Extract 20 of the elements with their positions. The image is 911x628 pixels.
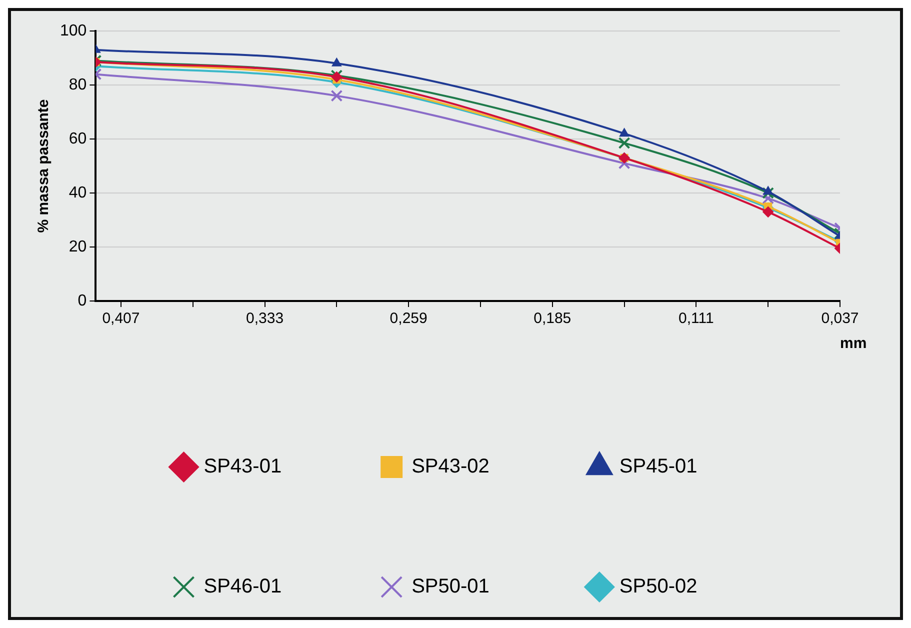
legend-label: SP50-02 <box>619 576 698 598</box>
x-tick-label: 0,037 <box>821 310 859 328</box>
y-tick-label: 80 <box>68 76 87 94</box>
x-tick-label: 0,185 <box>534 310 572 328</box>
x-tick-label: 0,333 <box>246 310 284 328</box>
y-tick-label: 0 <box>78 292 87 310</box>
legend-label: SP50-01 <box>412 576 490 598</box>
x-tick-label: 0,111 <box>678 310 714 328</box>
y-tick-label: 100 <box>60 22 87 40</box>
legend-label: SP45-01 <box>619 456 698 478</box>
y-tick-label: 20 <box>68 238 87 256</box>
legend-label: SP43-01 <box>204 456 282 478</box>
x-axis-title: mm <box>840 335 867 352</box>
x-tick-label: 0,259 <box>390 310 428 328</box>
legend-label: SP43-02 <box>412 456 490 478</box>
y-tick-label: 60 <box>68 130 87 148</box>
y-axis-title: % massa passante <box>35 99 52 233</box>
legend-label: SP46-01 <box>204 576 282 598</box>
x-tick-label: 0,407 <box>102 310 140 328</box>
y-tick-label: 40 <box>68 184 87 202</box>
